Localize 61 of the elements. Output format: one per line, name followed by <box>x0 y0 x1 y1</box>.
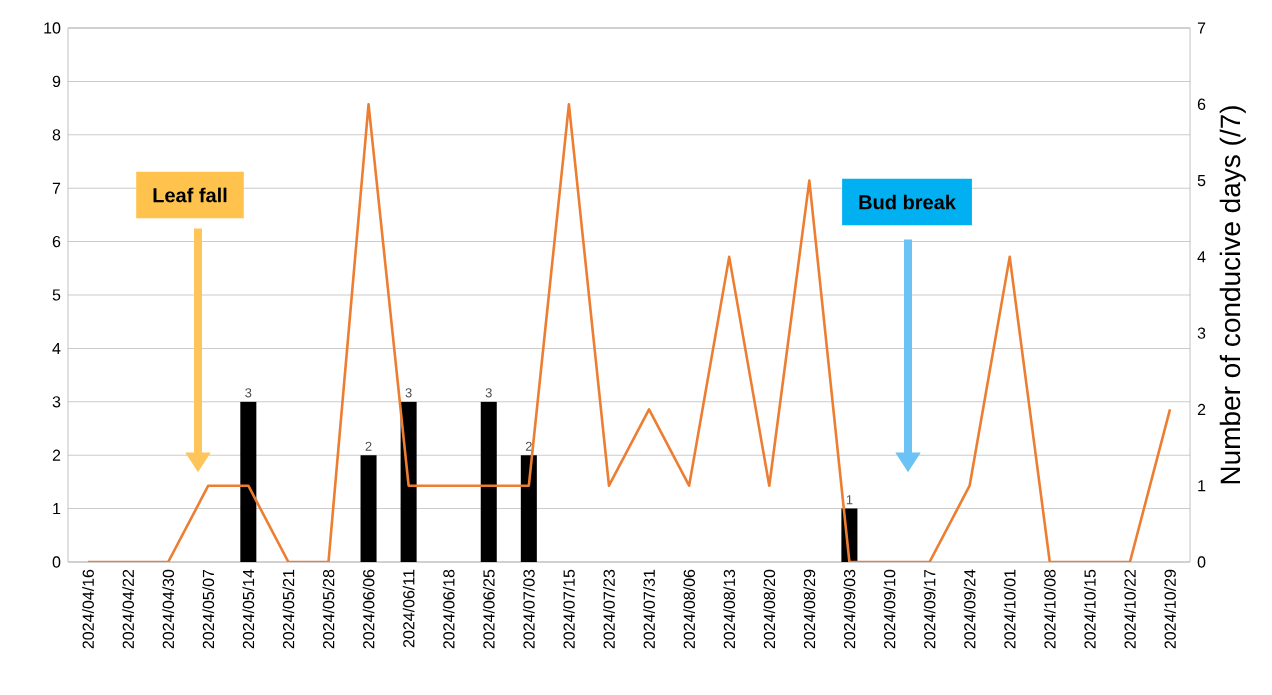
x-tick-label: 2024/09/03 <box>843 569 856 649</box>
x-tick-label: 2024/06/06 <box>362 569 375 649</box>
data-label: 3 <box>485 388 492 398</box>
y-tick-label: 10 <box>44 22 61 34</box>
x-tick-label: 2024/07/23 <box>603 569 615 649</box>
x-tick-label: 2024/10/22 <box>1124 569 1136 649</box>
x-tick-label: 2024/05/21 <box>282 569 295 649</box>
y-tick-label: 5 <box>52 289 61 301</box>
x-tick-label: 2024/10/15 <box>1083 569 1096 649</box>
x-tick-label: 2024/09/17 <box>923 569 936 649</box>
x-tick-label: 2024/07/31 <box>643 569 655 649</box>
data-label: 3 <box>405 388 412 398</box>
x-tick-label: 2024/08/29 <box>803 569 816 649</box>
y-tick-label: 7 <box>52 182 61 194</box>
data-label: 2 <box>525 441 532 451</box>
x-tick-label: 2024/09/10 <box>883 569 896 649</box>
y2-tick-label: 7 <box>1197 22 1206 34</box>
x-tick-label: 2024/06/25 <box>482 569 495 649</box>
x-tick-label: 2024/06/18 <box>442 569 455 649</box>
y2-tick-label: 5 <box>1197 174 1206 187</box>
x-tick-label: 2024/10/08 <box>1043 569 1056 649</box>
y-tick-label: 0 <box>52 556 61 568</box>
bar <box>360 455 377 562</box>
y-tick-label: 8 <box>52 129 61 141</box>
x-tick-label: 2024/07/15 <box>563 569 575 649</box>
x-tick-label: 2024/05/28 <box>322 569 335 649</box>
x-tick-label: 2024/09/24 <box>963 569 976 649</box>
y-tick-label: 6 <box>52 235 61 248</box>
y-tick-label: 9 <box>52 75 61 88</box>
bar <box>400 401 417 562</box>
x-tick-label: 2024/04/30 <box>162 569 175 649</box>
x-tick-label: 2024/08/06 <box>683 569 695 649</box>
x-tick-label: 2024/10/29 <box>1164 569 1176 649</box>
bar <box>480 401 497 562</box>
x-tick-label: 2024/06/11 <box>402 569 415 648</box>
data-label: 1 <box>846 495 853 505</box>
y2-tick-label: 2 <box>1197 403 1206 416</box>
y2-tick-label: 3 <box>1197 327 1206 339</box>
x-tick-label: 2024/04/16 <box>82 569 94 649</box>
x-tick-label: 2024/07/03 <box>522 569 535 649</box>
x-tick-label: 2024/04/22 <box>122 569 134 649</box>
y2-tick-label: 0 <box>1197 556 1206 568</box>
y2-tick-label: 6 <box>1197 98 1206 110</box>
x-tick-label: 2024/10/01 <box>1003 569 1016 649</box>
y-tick-label: 2 <box>52 449 61 461</box>
annotation: Leaf fall <box>153 187 227 203</box>
data-label: 3 <box>245 388 252 398</box>
x-tick-label: 2024/05/14 <box>242 569 255 649</box>
x-tick-label: 2024/08/13 <box>723 569 736 649</box>
annotation: Bud break <box>859 194 956 210</box>
y-tick-label: 3 <box>52 396 61 408</box>
x-tick-label: 2024/05/07 <box>202 569 215 649</box>
bar <box>240 401 257 562</box>
x-tick-label: 2024/08/20 <box>763 569 776 649</box>
data-label: 2 <box>365 441 372 451</box>
y-tick-label: 4 <box>52 342 61 354</box>
y-tick-label: 1 <box>53 503 61 515</box>
y2-tick-label: 4 <box>1197 251 1206 263</box>
y2-axis-title: Number of conducive days (/7) <box>1219 106 1246 484</box>
bar <box>520 455 537 562</box>
y2-tick-label: 1 <box>1198 480 1206 492</box>
